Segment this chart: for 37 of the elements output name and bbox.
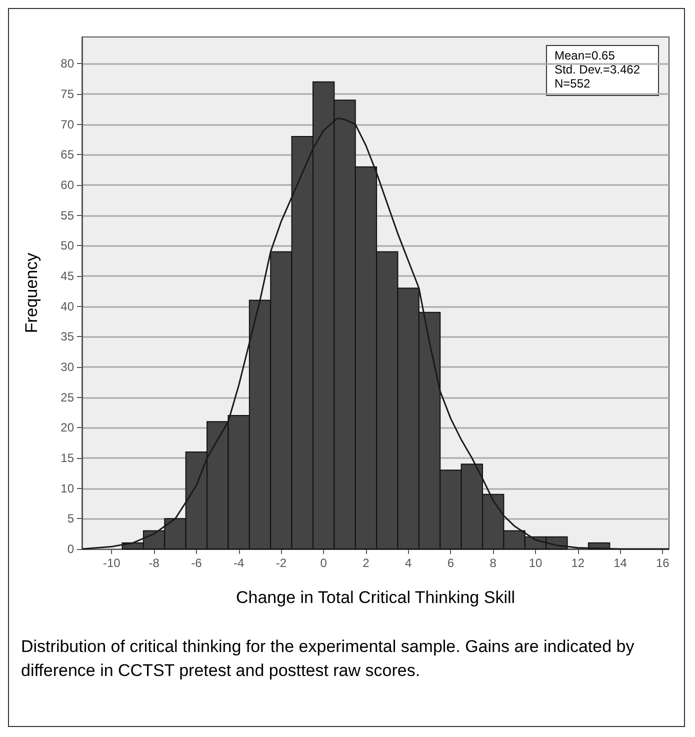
annotation: Std. Dev.=3.462 [554,62,640,76]
y-axis-title: Frequency [22,252,41,334]
y-tick-label: 15 [60,451,74,466]
x-tick-label: 12 [571,556,585,570]
y-tick-label: 40 [60,299,74,314]
x-tick-label: 0 [320,556,328,570]
x-tick-label: 6 [447,556,454,570]
y-tick-label: 65 [60,148,74,162]
text: Distribution of critical thinking for the experimental sample. Gains are indicated by difference in CCTST pretest and posttest raw scores. [21,636,636,682]
y-tick-label: 80 [60,56,74,71]
y-tick-label: 50 [60,238,74,253]
x-tick-label: 2 [362,556,370,570]
x-tick-label: -4 [233,556,244,570]
x-tick-label: 14 [614,556,628,570]
y-tick-label: 25 [60,390,74,404]
x-tick-label: 4 [405,556,412,570]
y-tick-label: 5 [67,512,74,526]
y-tick-label: 45 [60,269,74,284]
y-tick-label: 10 [60,481,74,496]
x-tick-label: 10 [528,556,542,570]
annotation: Mean=0.65 [554,48,616,62]
x-tick-label: -8 [148,556,160,570]
y-tick-label: 60 [60,178,74,192]
x-tick-label: -2 [276,556,287,570]
x-tick-label: -6 [191,556,202,570]
x-tick-label: 8 [490,556,497,570]
x-tick-label: 16 [656,556,670,570]
y-tick-label: 0 [67,542,74,556]
x-axis-title: Change in Total Critical Thinking Skill [236,588,516,607]
y-tick-label: 55 [60,208,74,222]
y-tick-label: 20 [60,420,74,435]
y-tick-label: 75 [60,87,74,102]
annotation: N=552 [554,76,591,90]
y-tick-label: 30 [60,360,74,374]
x-tick-label: -10 [102,556,121,570]
y-tick-label: 35 [60,330,74,344]
y-tick-label: 70 [60,117,74,132]
